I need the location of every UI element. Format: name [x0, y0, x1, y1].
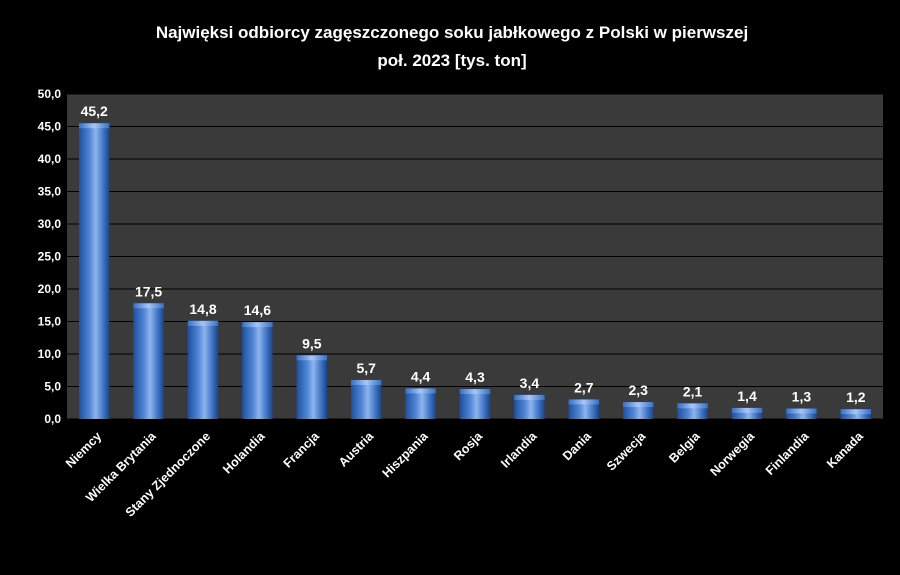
bar-cap [133, 303, 164, 309]
bar-body [786, 410, 817, 419]
bar-10 [568, 399, 600, 419]
bar-cap [296, 355, 328, 361]
bar-body [350, 381, 382, 419]
bar-body [568, 401, 600, 419]
data-label: 9,5 [302, 335, 322, 351]
bar-cap [78, 123, 110, 129]
data-label: 17,5 [135, 283, 162, 299]
category-label: Irlandia [498, 428, 540, 470]
bar-12 [677, 403, 708, 419]
data-label: 14,8 [189, 301, 216, 317]
bar-body [242, 324, 273, 419]
bar-cap [242, 322, 273, 328]
y-tick-label: 10,0 [38, 347, 62, 361]
category-label: Kanada [824, 428, 867, 471]
bar-2 [133, 303, 164, 419]
data-label: 2,7 [574, 379, 594, 395]
y-tick-label: 25,0 [38, 250, 62, 264]
y-axis-ticks: 0,0 5,0 10,0 15,0 20,0 25,0 30,0 35,0 40,0 45,0 50… [38, 87, 62, 426]
category-label: Francja [281, 428, 323, 470]
y-tick-label: 0,0 [44, 412, 61, 426]
bar-body [514, 396, 545, 419]
category-label: Niemcy [63, 429, 104, 470]
bar-cap [405, 388, 436, 394]
data-label: 5,7 [356, 360, 376, 376]
data-label: 14,6 [244, 302, 271, 318]
bar-11 [622, 402, 654, 419]
bar-cap [731, 407, 763, 413]
bar-cap [840, 409, 872, 415]
category-label: Hiszpania [380, 428, 432, 480]
bar-3 [187, 320, 219, 419]
data-label: 3,4 [520, 375, 540, 391]
bar-body [78, 125, 110, 419]
bar-body [622, 404, 654, 419]
bar-8 [459, 389, 491, 419]
y-tick-label: 20,0 [38, 282, 62, 296]
bar-cap [622, 402, 654, 408]
bar-body [405, 390, 436, 419]
chart-title-line-2: poł. 2023 [tys. ton] [377, 51, 526, 70]
bar-cap [514, 394, 545, 400]
data-label: 2,3 [628, 382, 648, 398]
bars [78, 123, 872, 419]
category-label: Belgia [666, 428, 703, 465]
bar-body [133, 305, 164, 419]
category-label: Dania [560, 428, 595, 463]
data-label: 4,3 [465, 369, 485, 385]
bar-15 [840, 409, 872, 419]
y-tick-label: 15,0 [38, 315, 62, 329]
bar-cap [568, 399, 600, 405]
category-label: Austria [336, 428, 377, 469]
bar-13 [731, 407, 763, 419]
bar-cap [187, 320, 219, 326]
bar-body [731, 409, 763, 419]
bar-body [677, 405, 708, 419]
data-label: 1,4 [737, 388, 757, 404]
bar-body [459, 391, 491, 419]
y-tick-label: 35,0 [38, 185, 62, 199]
bar-cap [459, 389, 491, 395]
bar-1 [78, 123, 110, 419]
y-tick-label: 5,0 [44, 380, 61, 394]
data-label: 2,1 [683, 383, 703, 399]
data-label: 45,2 [81, 103, 108, 119]
bar-cap [786, 408, 817, 414]
bar-cap [350, 379, 382, 385]
category-label: Finlandia [763, 428, 812, 477]
bar-body [840, 411, 872, 419]
category-label: Holandia [220, 428, 268, 476]
y-tick-label: 40,0 [38, 152, 62, 166]
y-tick-label: 50,0 [38, 87, 62, 101]
bar-body [296, 357, 328, 419]
bar-7 [405, 388, 436, 419]
data-label: 1,3 [792, 389, 812, 405]
data-label: 4,4 [411, 368, 431, 384]
bar-body [187, 322, 219, 419]
bar-5 [296, 355, 328, 419]
data-label: 1,2 [846, 389, 866, 405]
category-label: Norwegia [707, 428, 757, 478]
bar-6 [350, 379, 382, 419]
bar-cap [677, 403, 708, 409]
bar-4 [242, 322, 273, 419]
y-tick-label: 45,0 [38, 120, 62, 134]
category-label: Rosja [451, 428, 486, 463]
data-labels: 45,2 17,5 14,8 14,6 9,5 5,7 4,4 4,3 3,4 2,7 2,3 2,1… [81, 103, 866, 405]
chart-title-line-1: Najwięksi odbiorcy zagęszczonego soku ja… [156, 23, 748, 42]
y-tick-label: 30,0 [38, 217, 62, 231]
bar-14 [786, 408, 817, 419]
bar-9 [514, 394, 545, 419]
category-label: Szwecja [604, 428, 649, 473]
